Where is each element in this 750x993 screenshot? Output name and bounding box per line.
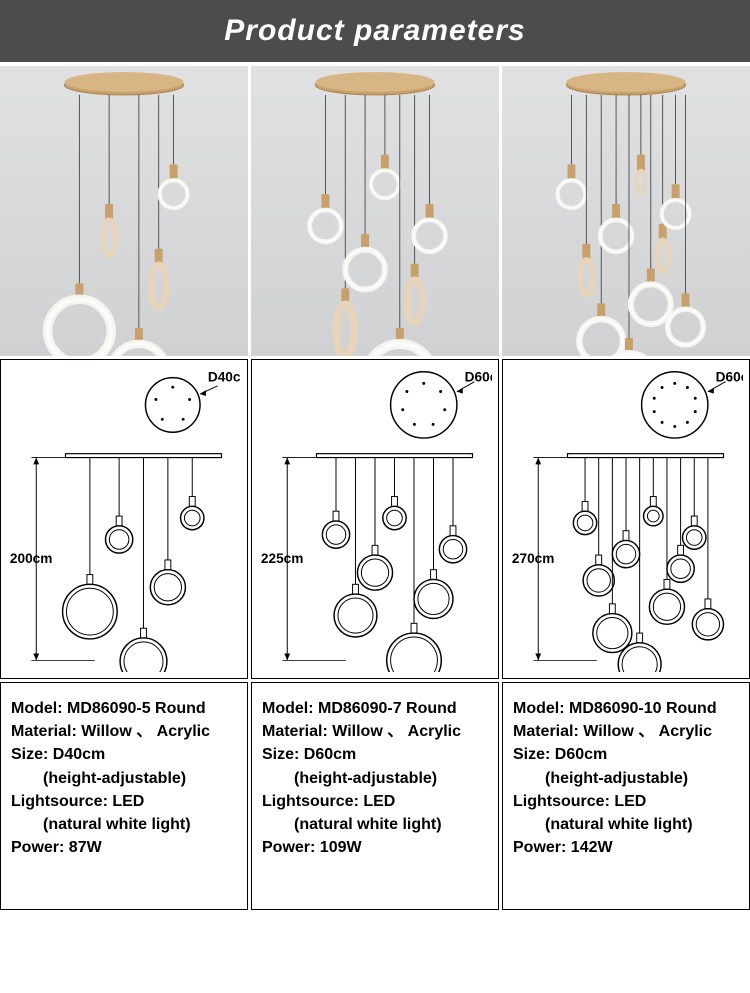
label-material: Material: [262,723,328,740]
value-power: 87W [69,839,102,856]
value-size: D60cm [555,746,607,763]
value-size: D40cm [53,746,105,763]
product-specs-1: Model: MD86090-5 Round Material: Willow … [0,682,248,910]
label-power: Power: [262,839,315,856]
svg-text:D40cm: D40cm [208,370,241,385]
product-photo-1 [0,66,248,356]
svg-text:270cm: 270cm [512,551,554,566]
label-material: Material: [513,723,579,740]
value-material: Willow 、 Acrylic [81,723,210,740]
value-material: Willow 、 Acrylic [583,723,712,740]
product-photo-2 [251,66,499,356]
label-size: Size: [262,746,299,763]
value-power: 142W [571,839,613,856]
value-material: Willow 、 Acrylic [332,723,461,740]
value-lightsource-note: (natural white light) [11,813,237,836]
value-size-note: (height-adjustable) [11,767,237,790]
label-material: Material: [11,723,77,740]
label-model: Model: [513,700,565,717]
label-model: Model: [11,700,63,717]
value-lightsource-note: (natural white light) [513,813,739,836]
value-size-note: (height-adjustable) [262,767,488,790]
svg-text:D60cm: D60cm [465,370,492,385]
product-diagram-2: D60cm 225cm [251,359,499,679]
label-lightsource: Lightsource: [11,793,108,810]
label-size: Size: [11,746,48,763]
value-size-note: (height-adjustable) [513,767,739,790]
product-photo-3 [502,66,750,356]
value-model: MD86090-7 Round [318,700,457,717]
svg-text:200cm: 200cm [10,551,52,566]
label-model: Model: [262,700,314,717]
svg-text:225cm: 225cm [261,551,303,566]
label-lightsource: Lightsource: [262,793,359,810]
label-power: Power: [513,839,566,856]
value-lightsource-note: (natural white light) [262,813,488,836]
label-power: Power: [11,839,64,856]
label-size: Size: [513,746,550,763]
value-lightsource: LED [614,793,646,810]
value-model: MD86090-10 Round [569,700,717,717]
product-specs-3: Model: MD86090-10 Round Material: Willow… [502,682,750,910]
header-title: Product parameters [224,14,525,47]
product-grid: D40cm 200cm D60cm 225cm D60cm 270cm Model: … [0,66,750,910]
label-lightsource: Lightsource: [513,793,610,810]
value-lightsource: LED [112,793,144,810]
product-diagram-1: D40cm 200cm [0,359,248,679]
svg-text:D60cm: D60cm [716,370,743,385]
value-model: MD86090-5 Round [67,700,206,717]
product-diagram-3: D60cm 270cm [502,359,750,679]
header-banner: Product parameters [0,0,750,62]
value-power: 109W [320,839,362,856]
value-lightsource: LED [363,793,395,810]
value-size: D60cm [304,746,356,763]
product-specs-2: Model: MD86090-7 Round Material: Willow … [251,682,499,910]
